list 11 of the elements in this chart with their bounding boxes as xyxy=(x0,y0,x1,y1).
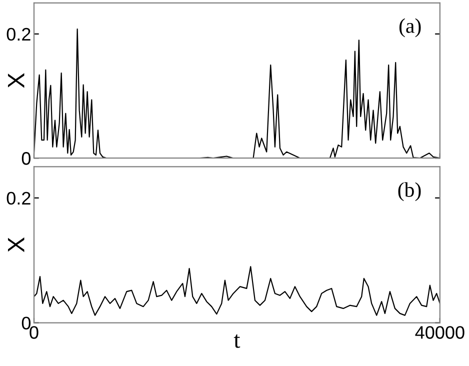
line-series xyxy=(34,266,440,316)
x-axis-title: t xyxy=(234,334,240,348)
y-tick-label: 0.2 xyxy=(6,192,30,205)
y-tick-label: 0 xyxy=(22,316,31,330)
annotation: (b) xyxy=(398,182,421,202)
y-axis-title: X xyxy=(8,237,24,252)
y-axis-title: X xyxy=(8,73,24,88)
annotation: (a) xyxy=(399,18,421,38)
x-tick-label: 40000 xyxy=(415,326,464,339)
y-tick-label: 0.2 xyxy=(6,28,30,41)
y-tick-label: 0 xyxy=(22,152,31,165)
